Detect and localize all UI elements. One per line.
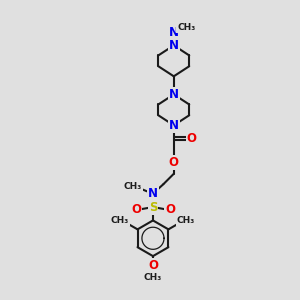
Text: O: O xyxy=(148,259,158,272)
Text: CH₃: CH₃ xyxy=(177,23,195,32)
Text: O: O xyxy=(131,203,141,216)
Text: N: N xyxy=(169,88,179,101)
Text: O: O xyxy=(165,203,175,216)
Text: N: N xyxy=(169,119,179,132)
Text: CH₃: CH₃ xyxy=(124,182,142,191)
Text: S: S xyxy=(149,201,157,214)
Text: CH₃: CH₃ xyxy=(111,216,129,225)
Text: N: N xyxy=(169,26,179,39)
Text: CH₃: CH₃ xyxy=(177,216,195,225)
Text: O: O xyxy=(169,156,179,169)
Text: CH₃: CH₃ xyxy=(144,273,162,282)
Text: O: O xyxy=(187,132,196,145)
Text: N: N xyxy=(148,187,158,200)
Text: N: N xyxy=(169,39,179,52)
